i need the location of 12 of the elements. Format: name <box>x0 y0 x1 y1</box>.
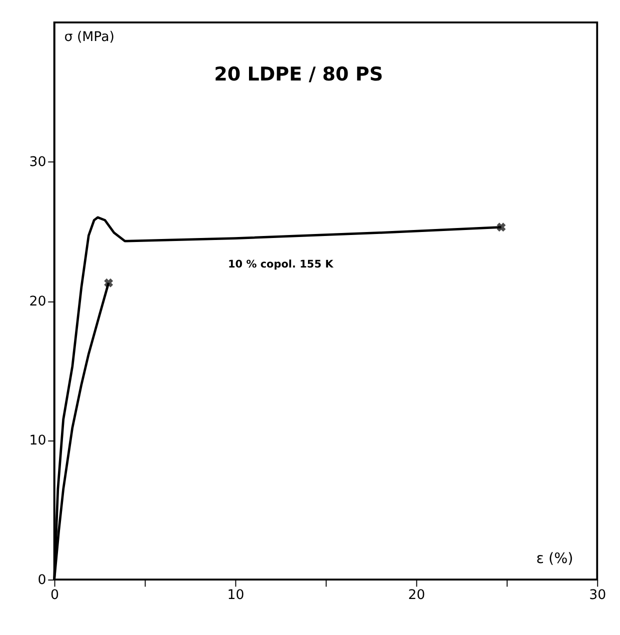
annotation: 10 % copol. 155 K <box>228 258 334 271</box>
y-axis-title: σ (MPa) <box>64 30 114 45</box>
text: 20 LDPE / 80 PS <box>214 64 384 86</box>
y-tick-label: 20 <box>29 294 46 310</box>
x-tick-label: 10 <box>227 588 244 604</box>
y-tick-label: 10 <box>29 434 46 449</box>
x-tick-label: 30 <box>589 588 606 604</box>
x-tick-label: 0 <box>50 588 60 604</box>
x-tick-label: 20 <box>408 588 426 604</box>
x-axis-title: ε (%) <box>536 550 574 567</box>
y-tick-label: 30 <box>29 154 46 170</box>
y-tick-label: 0 <box>38 572 46 588</box>
